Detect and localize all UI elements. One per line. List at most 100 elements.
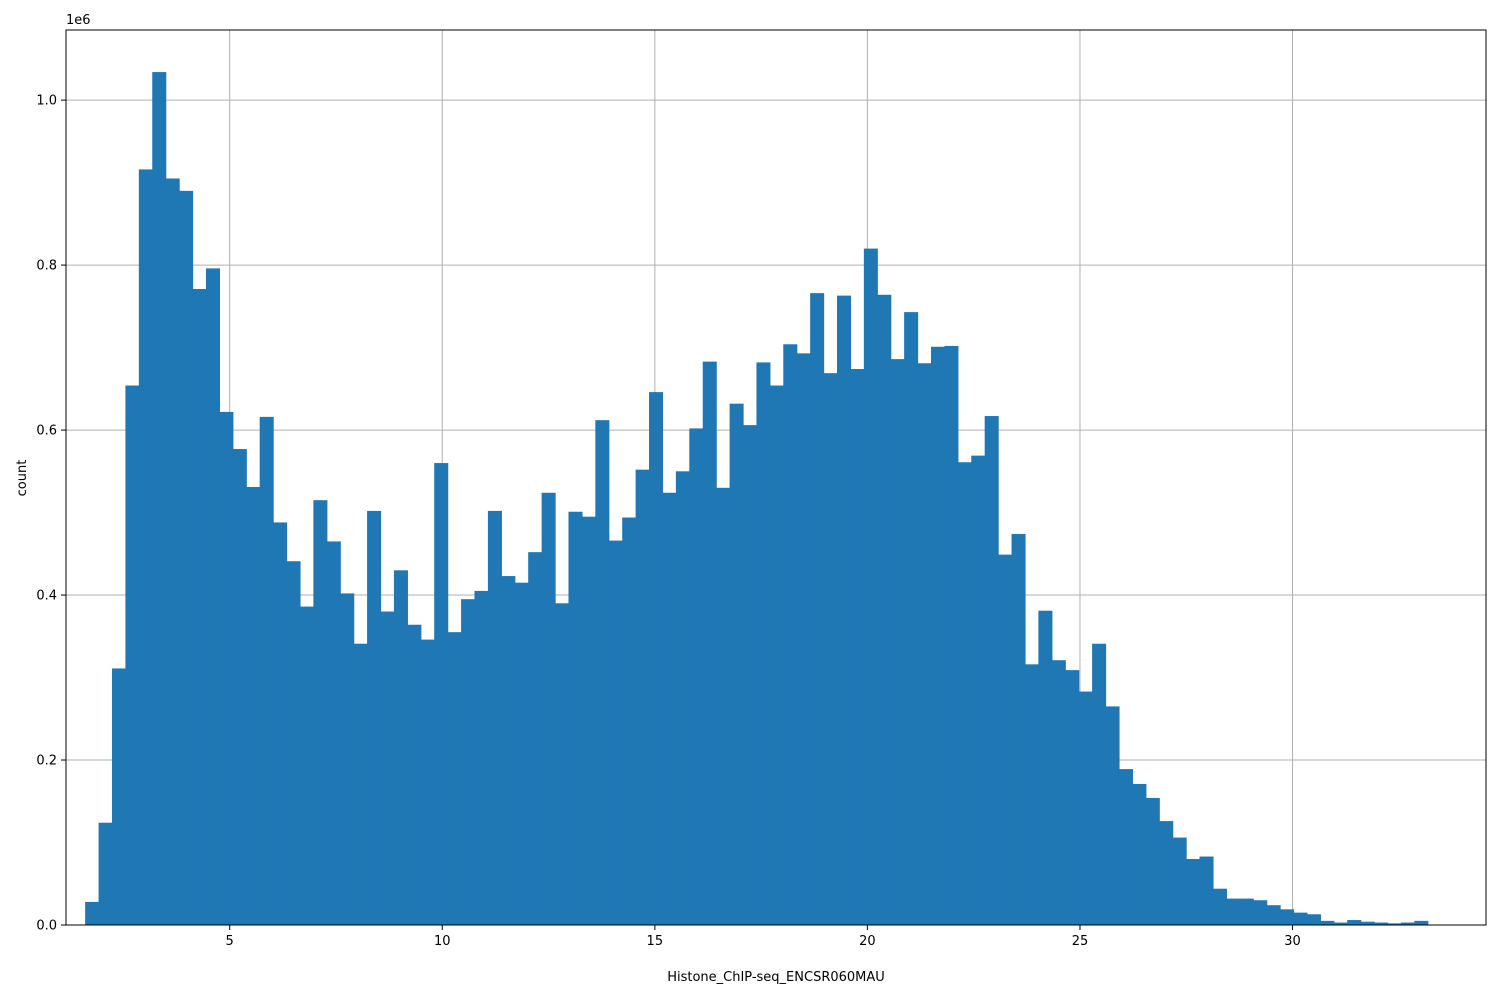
histogram-bar [716, 487, 731, 925]
histogram-bar [1293, 912, 1308, 925]
histogram-bar [1239, 898, 1254, 925]
histogram-bar [729, 403, 744, 925]
histogram-bar [904, 312, 919, 925]
histogram-bar [1199, 856, 1214, 925]
histogram-bar [581, 516, 596, 925]
histogram-bar [528, 552, 543, 925]
bars [85, 72, 1429, 926]
histogram-bar [837, 295, 852, 925]
histogram-bar [555, 603, 570, 925]
y-axis-label: count [15, 460, 30, 497]
y-axis-ticks: 0.0 0.2 0.4 0.6 0.8 1.0 [36, 94, 66, 934]
histogram-bar [1105, 706, 1120, 925]
histogram-bar [434, 463, 449, 925]
histogram-bar [890, 359, 905, 925]
histogram-bar [1172, 837, 1187, 925]
histogram-bar [138, 169, 153, 926]
histogram-bar [273, 522, 288, 925]
histogram-bar [111, 668, 127, 925]
histogram-bar [984, 416, 999, 925]
histogram-bar [246, 486, 261, 925]
histogram-bar [1266, 905, 1281, 925]
histogram-bar [769, 385, 784, 925]
histogram-bar [1333, 922, 1348, 925]
histogram-bar [1145, 797, 1160, 925]
histogram-bar [1253, 900, 1268, 925]
histogram-bar [286, 561, 301, 925]
histogram-bar [1024, 664, 1039, 925]
histogram-bar [447, 632, 462, 925]
histogram-bar [743, 425, 758, 925]
histogram-bar [179, 190, 194, 925]
histogram-bar [1212, 888, 1227, 925]
histogram-bar [353, 643, 368, 925]
histogram-bar [501, 576, 516, 925]
histogram-bar [608, 540, 623, 925]
histogram-bar [340, 593, 355, 925]
histogram-bar [1078, 691, 1093, 925]
histogram-bar [219, 411, 234, 926]
histogram-bar [1374, 922, 1389, 925]
histogram-bar [1038, 610, 1053, 925]
y-tick-label: 0.6 [36, 424, 57, 439]
histogram-bar [944, 345, 959, 925]
y-scale-label: 1e6 [66, 13, 91, 28]
histogram-bar [487, 510, 502, 925]
histogram-bar [1051, 660, 1066, 925]
histogram-bar [1226, 898, 1241, 925]
y-tick-label: 0.8 [36, 259, 57, 274]
histogram-bar [622, 517, 637, 925]
x-tick-label: 5 [226, 934, 234, 949]
histogram-bar [313, 500, 328, 925]
histogram-bar [877, 294, 892, 925]
histogram-bar [1414, 920, 1429, 925]
histogram-bar [367, 510, 382, 925]
histogram-bar [635, 469, 650, 925]
y-tick-label: 1.0 [36, 94, 57, 109]
histogram-bar [823, 373, 838, 925]
histogram-bar [930, 346, 946, 926]
histogram-bar [1011, 534, 1026, 925]
plot-frame [65, 29, 1487, 926]
histogram-bar [1306, 914, 1321, 925]
histogram-bar [917, 363, 932, 926]
histogram-bar [595, 420, 610, 925]
histogram-bar [165, 178, 180, 926]
histogram-bar [192, 289, 207, 926]
histogram-bar [796, 353, 811, 925]
histogram-bar [1159, 821, 1174, 925]
histogram-bar [568, 511, 583, 925]
histogram-bar [850, 369, 865, 925]
histogram-bar [232, 449, 247, 925]
histogram-bar [1118, 769, 1133, 925]
histogram-bar [675, 471, 690, 925]
histogram-bar [1387, 923, 1402, 925]
x-tick-label: 15 [647, 934, 664, 949]
x-tick-label: 10 [434, 934, 451, 949]
histogram-bar [326, 541, 341, 925]
x-tick-label: 25 [1072, 934, 1089, 949]
histogram-bar [971, 455, 986, 925]
histogram-bar [514, 582, 529, 925]
histogram-bar [380, 611, 395, 925]
histogram-bar [299, 606, 314, 925]
histogram-bar [152, 72, 167, 926]
histogram-bar [1347, 920, 1362, 925]
histogram-bar [474, 590, 489, 925]
y-tick-label: 0.2 [36, 754, 57, 769]
histogram-bar [662, 492, 677, 925]
histogram-bar [1186, 859, 1201, 925]
histogram-bar [393, 570, 408, 925]
x-axis-ticks: 5 10 15 20 25 30 [226, 925, 1301, 949]
histogram-bar [1132, 783, 1147, 925]
histogram-bar [702, 361, 717, 925]
x-tick-label: 30 [1284, 934, 1301, 949]
histogram-bar [259, 416, 274, 925]
histogram-bar [541, 492, 556, 925]
y-tick-label: 0.4 [36, 589, 57, 604]
histogram-bar [407, 624, 422, 925]
histogram-bar [1092, 643, 1107, 925]
histogram-bar [783, 344, 798, 925]
histogram-bar [85, 901, 100, 925]
